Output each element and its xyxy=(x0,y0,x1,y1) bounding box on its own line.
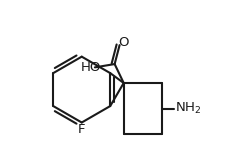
Text: NH$_2$: NH$_2$ xyxy=(174,101,200,116)
Text: HO: HO xyxy=(80,61,101,74)
Text: O: O xyxy=(118,36,128,49)
Text: F: F xyxy=(78,123,85,136)
